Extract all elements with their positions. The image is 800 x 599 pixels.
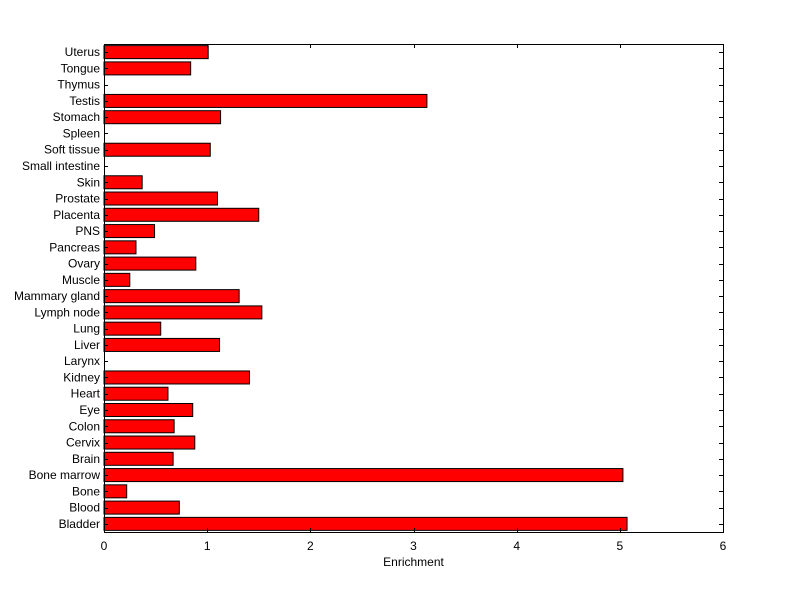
y-tick-label: Blood [69,501,100,515]
x-tick-label: 1 [204,539,211,553]
bar-pns [103,224,156,239]
bar-eye [103,402,194,418]
x-axis-label: Enrichment [383,555,444,569]
bar-skin [103,175,143,190]
y-tick-label: Bladder [59,517,100,531]
bar-mammary-gland [103,289,240,304]
x-tick-label: 6 [720,539,727,553]
bar-liver [103,337,221,352]
y-tick-label: Small intestine [22,159,100,173]
bar-blood [103,500,180,515]
plot-frame [104,44,724,533]
y-tick-label: Heart [71,387,101,401]
y-tick-label: Bone [72,484,100,498]
y-tick-label: Bone marrow [29,468,101,482]
y-tick-label: Ovary [68,257,100,271]
bar-cervix [103,435,196,450]
y-tick-label: Spleen [63,126,100,140]
x-tick-label: 2 [307,539,314,553]
y-tick-label: Soft tissue [44,143,100,157]
y-tick-label: Prostate [55,192,100,206]
y-tick-label: Placenta [53,208,100,222]
y-tick-label: PNS [75,224,100,238]
bar-lung [103,321,162,336]
y-tick-label: Stomach [53,110,100,124]
y-tick-label: Mammary gland [14,289,100,303]
bar-kidney [103,370,250,385]
bar-brain [103,451,174,466]
x-tick-label: 5 [616,539,623,553]
bar-bone-marrow [103,468,624,483]
y-tick-label: Cervix [66,436,100,450]
bar-bladder [103,516,628,531]
y-tick-label: Lymph node [34,305,100,319]
y-tick-label: Brain [72,452,100,466]
bar-pancreas [103,240,137,255]
y-tick-label: Kidney [63,370,100,384]
y-tick-label: Testis [69,94,100,108]
bar-muscle [103,272,131,287]
x-tick-label: 0 [101,539,108,553]
bar-uterus [103,45,209,60]
y-tick-label: Larynx [64,354,100,368]
y-tick-label: Tongue [61,61,101,75]
y-tick-label: Liver [74,338,100,352]
y-tick-label: Muscle [62,273,100,287]
bar-colon [103,419,175,434]
x-tick-label: 4 [513,539,520,553]
bar-tongue [103,61,192,76]
y-tick-label: Lung [73,322,100,336]
bar-ovary [103,256,197,271]
x-tick-label: 3 [410,539,417,553]
bar-lymph-node [103,305,263,320]
bar-placenta [103,207,260,222]
bar-prostate [103,191,218,206]
bar-heart [103,386,169,401]
y-tick-label: Uterus [65,45,100,59]
labels-layer: Bladder Blood Bone Bone marrow Brain Cervix Co… [14,45,727,553]
bar-stomach [103,110,222,125]
y-tick-label: Eye [79,403,100,417]
y-tick-label: Colon [69,419,100,433]
y-tick-label: Thymus [57,78,100,92]
bar-testis [103,93,428,108]
y-tick-label: Pancreas [49,240,100,254]
y-tick-label: Skin [77,175,100,189]
bars-layer [103,45,628,531]
bar-soft-tissue [103,142,211,157]
